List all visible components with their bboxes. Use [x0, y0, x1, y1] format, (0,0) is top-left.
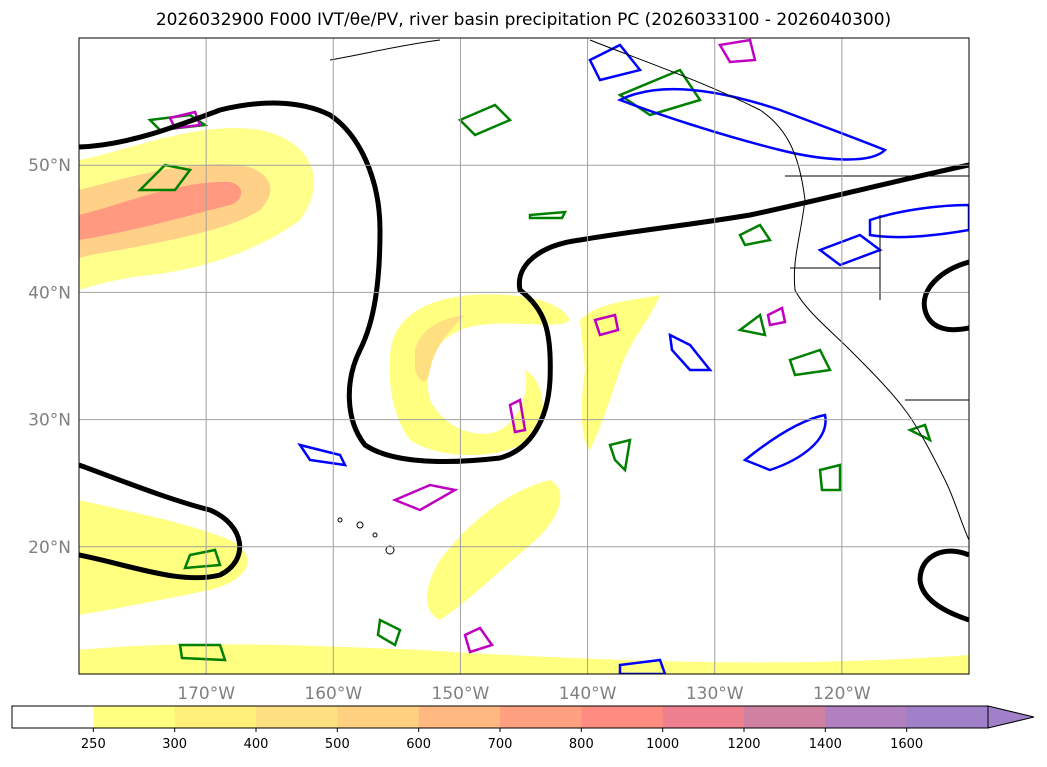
pv-contours: [136, 38, 969, 674]
colorbar-segment: [12, 706, 94, 728]
pv-contour-magenta-2: [593, 313, 620, 337]
pv-contour-magenta-7: [508, 398, 527, 434]
colorbar-tick-label: 700: [488, 737, 513, 752]
island-3: [372, 532, 378, 538]
ivt-band-south: [79, 500, 248, 615]
pv-contour-blue-5: [742, 413, 827, 472]
pv-contour-green-14: [738, 223, 773, 247]
colorbar-segment: [825, 706, 908, 728]
ivt-band-tropics: [426, 480, 561, 620]
colorbar-tick-label: 1000: [646, 737, 679, 752]
colorbar-tick-label: 1400: [809, 737, 842, 752]
ivt-ring-core: [415, 315, 465, 382]
ivt-shading: [79, 127, 969, 674]
theta-e-contour-east-lower: [917, 548, 969, 623]
pv-contour-green-5: [737, 312, 767, 337]
theta-e-contour-north: [79, 100, 969, 465]
lon-tick-label: 130°W: [686, 684, 744, 704]
lat-tick-label: 40°N: [28, 283, 71, 303]
pv-contour-green-13: [528, 210, 568, 220]
pv-contour-blue-7: [297, 443, 348, 467]
theta-e-contours: [79, 100, 969, 623]
alaska-coast: [329, 39, 441, 61]
lon-tick-label: 140°W: [559, 684, 617, 704]
pv-contour-green-12: [906, 423, 933, 443]
colorbar-tick-label: 1600: [890, 737, 923, 752]
pv-contour-green-6: [788, 348, 832, 377]
pv-contour-blue-3: [817, 233, 883, 267]
colorbar-tick-label: 1200: [727, 737, 760, 752]
colorbar-segment: [906, 706, 989, 728]
ivt-band-mid: [580, 295, 660, 450]
colorbar-segment: [744, 706, 826, 728]
colorbar-segment: [256, 706, 338, 728]
pv-contour-blue-6: [668, 332, 713, 372]
colorbar-tick-label: 250: [81, 737, 106, 752]
north-america-coast: [589, 39, 969, 541]
longitude-labels: 170°W 160°W 150°W 140°W 130°W 120°W: [177, 684, 871, 704]
pv-contour-blue-1: [588, 43, 643, 82]
lon-tick-label: 160°W: [304, 684, 362, 704]
pv-contour-green-8: [376, 618, 402, 647]
colorbar-segment: [93, 706, 176, 728]
colorbar-tick-label: 800: [569, 737, 594, 752]
colorbar-segment: [337, 706, 420, 728]
gridlines: [79, 38, 969, 674]
theta-e-contour-east-upper: [921, 259, 969, 333]
lat-tick-label: 20°N: [28, 538, 71, 558]
colorbar-extend-arrow: [987, 705, 1035, 729]
pv-contour-magenta-5: [718, 38, 757, 64]
pv-contour-green-10: [183, 548, 222, 570]
island-2: [356, 521, 364, 529]
lon-tick-label: 120°W: [813, 684, 871, 704]
pv-contour-blue-8: [618, 658, 667, 674]
island-1: [337, 517, 343, 523]
colorbar: 250 300 400 500 600 700 800 1000 1200 1400 1600: [11, 705, 1035, 752]
map-title: 2026032900 F000 IVT/θe/PV, river basin p…: [155, 10, 892, 30]
lat-tick-label: 30°N: [28, 411, 71, 431]
lon-tick-label: 170°W: [177, 684, 235, 704]
colorbar-segment: [174, 706, 257, 728]
ivt-band-bottom: [79, 644, 969, 674]
theta-e-contour-south: [79, 462, 243, 581]
pv-contour-green-7: [608, 438, 632, 473]
latitude-labels: 50°N 40°N 30°N 20°N: [28, 156, 71, 558]
pv-contour-magenta-1: [391, 483, 459, 512]
hawaiian-islands: [337, 517, 395, 555]
coastlines: [329, 39, 969, 541]
island-4: [385, 545, 395, 555]
ivt-max-north: [79, 181, 242, 240]
lon-tick-label: 150°W: [432, 684, 490, 704]
pv-contour-blue-2: [616, 87, 888, 161]
lat-tick-label: 50°N: [28, 156, 71, 176]
pv-contour-green-11: [818, 463, 842, 492]
map-plot-area: [79, 38, 969, 674]
map-frame: [78, 37, 970, 675]
colorbar-tick-label: 500: [325, 737, 350, 752]
pv-contour-magenta-6: [766, 306, 787, 327]
pv-contour-green-4: [617, 68, 702, 117]
pv-contour-green-2: [457, 103, 513, 137]
colorbar-tick-label: 600: [406, 737, 431, 752]
pv-contour-green-9: [178, 643, 227, 662]
pv-contour-green-1: [136, 163, 193, 192]
colorbar-segment: [500, 706, 582, 728]
colorbar-segment: [581, 706, 664, 728]
pv-contour-magenta-3: [463, 626, 495, 654]
pv-contour-blue-4: [868, 203, 969, 239]
colorbar-segment: [418, 706, 501, 728]
colorbar-tick-label: 300: [162, 737, 187, 752]
colorbar-segment: [662, 706, 745, 728]
colorbar-tick-label: 400: [244, 737, 269, 752]
